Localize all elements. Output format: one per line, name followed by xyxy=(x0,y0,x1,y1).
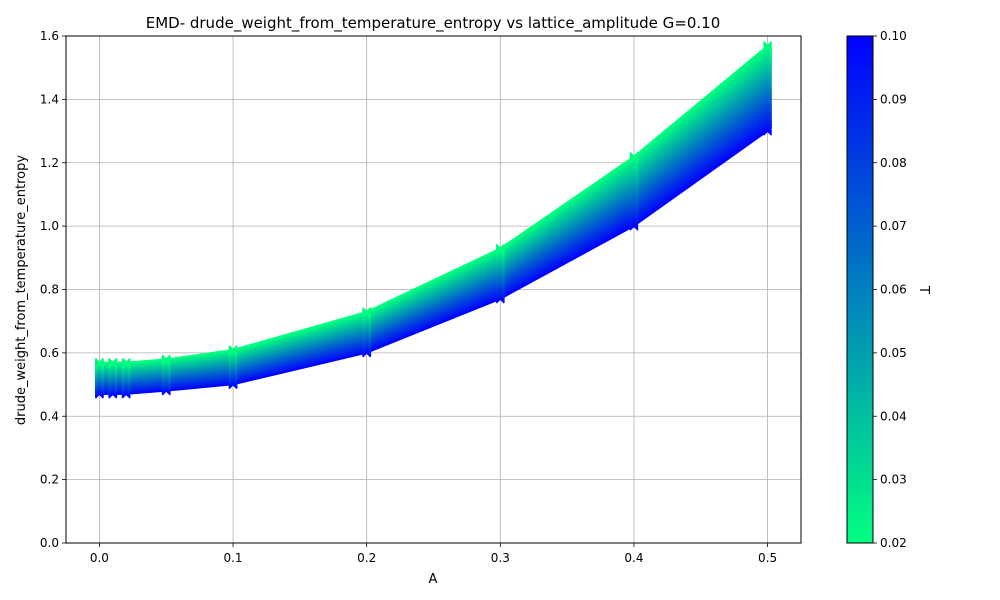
data-point-marker xyxy=(763,42,773,52)
colorbar xyxy=(846,35,874,544)
series-path xyxy=(99,79,769,377)
series-line xyxy=(94,67,773,377)
x-axis: 0.0 0.1 0.2 0.3 0.4 0.5 xyxy=(90,543,777,565)
colorbar-tick-label: 0.04 xyxy=(880,409,907,423)
colorbar-tick-label: 0.09 xyxy=(880,92,907,106)
y-tick-label: 0.6 xyxy=(40,346,59,360)
colorbar-tick-label: 0.08 xyxy=(880,156,907,170)
data-point-marker xyxy=(495,243,505,253)
data-point-marker xyxy=(629,151,639,161)
colorbar-tick-label: 0.03 xyxy=(880,473,907,487)
data-point-marker xyxy=(108,357,118,367)
y-tick-label: 0.4 xyxy=(40,409,59,423)
y-axis: 0.0 0.2 0.4 0.6 0.8 1.0 1.2 1.4 1.6 xyxy=(40,29,66,550)
colorbar-tick-label: 0.06 xyxy=(880,283,907,297)
series-path xyxy=(99,72,769,374)
data-point-marker xyxy=(228,345,238,355)
series-path xyxy=(99,81,769,377)
series-group xyxy=(94,40,773,399)
x-tick-label: 0.4 xyxy=(624,551,643,565)
colorbar-label: T xyxy=(916,285,931,294)
y-axis-label: drude_weight_from_temperature_entropy xyxy=(14,155,29,425)
series-path xyxy=(99,82,769,378)
data-point-marker xyxy=(94,357,104,367)
data-point-marker xyxy=(362,307,372,317)
colorbar-tick-label: 0.05 xyxy=(880,346,907,360)
data-point-marker xyxy=(121,357,131,367)
y-tick-label: 0.2 xyxy=(40,473,59,487)
series-line xyxy=(94,65,773,377)
data-point-marker xyxy=(161,354,171,364)
x-tick-label: 0.0 xyxy=(90,551,109,565)
data-point-marker xyxy=(763,43,773,53)
series-path xyxy=(99,75,769,375)
data-point-marker xyxy=(763,40,773,51)
colorbar-tick-label: 0.07 xyxy=(880,219,907,233)
series-line xyxy=(94,78,773,381)
series-line xyxy=(94,40,773,367)
y-tick-label: 0.0 xyxy=(40,536,59,550)
series-line xyxy=(94,69,773,378)
x-tick-label: 0.2 xyxy=(357,551,376,565)
y-tick-label: 1.2 xyxy=(40,156,59,170)
x-tick-label: 0.1 xyxy=(223,551,242,565)
series-line xyxy=(94,68,773,378)
y-tick-label: 0.8 xyxy=(40,283,59,297)
colorbar-tick-label: 0.10 xyxy=(880,29,907,43)
x-axis-label: A xyxy=(429,572,438,587)
x-tick-label: 0.3 xyxy=(491,551,510,565)
series-line xyxy=(94,64,773,376)
y-tick-label: 1.4 xyxy=(40,92,59,106)
series-line xyxy=(94,75,773,380)
chart-title: EMD- drude_weight_from_temperature_entro… xyxy=(146,14,721,33)
series-line xyxy=(94,74,773,380)
y-tick-label: 1.0 xyxy=(40,219,59,233)
series-line xyxy=(94,71,773,379)
series-line xyxy=(94,62,773,375)
series-line xyxy=(94,77,773,381)
y-tick-label: 1.6 xyxy=(40,29,59,43)
series-path xyxy=(99,73,769,374)
colorbar-tick-label: 0.02 xyxy=(880,536,907,550)
colorbar-axis: 0.02 0.03 0.04 0.05 0.06 0.07 0.08 0.09 0.10 xyxy=(873,29,907,550)
series-line xyxy=(94,61,773,375)
series-path xyxy=(99,71,769,373)
x-tick-label: 0.5 xyxy=(758,551,777,565)
series-path xyxy=(99,78,769,376)
